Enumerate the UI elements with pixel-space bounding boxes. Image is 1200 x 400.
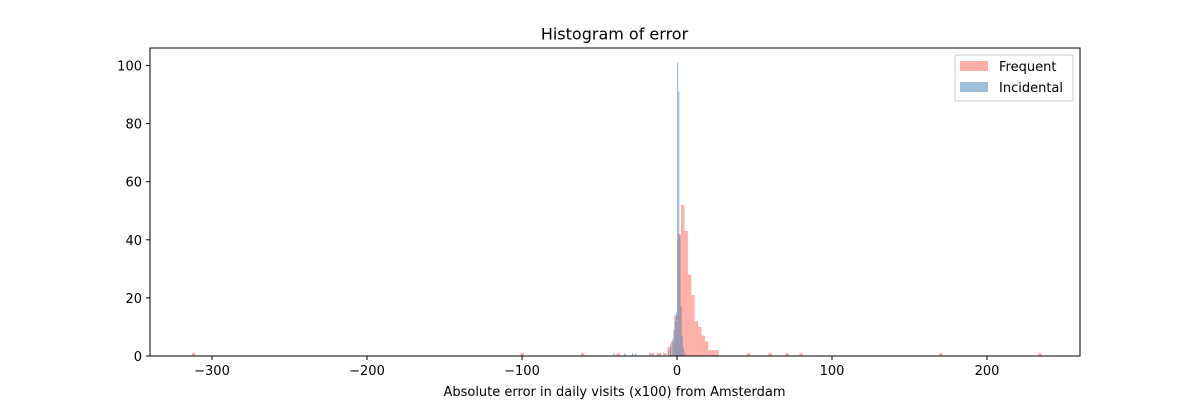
histogram-bar-frequent [684, 231, 688, 356]
x-tick-label: 100 [820, 364, 845, 379]
x-tick-label: −300 [194, 364, 230, 379]
histogram-bar-frequent [785, 353, 789, 356]
histogram-bar-frequent [520, 353, 524, 356]
histogram-bar-incidental [673, 329, 675, 356]
legend-label-incidental: Incidental [999, 81, 1063, 96]
x-tick-label: −100 [504, 364, 540, 379]
histogram-bar-incidental [624, 353, 626, 356]
histogram-bar-incidental [635, 353, 637, 356]
histogram-bar-incidental [684, 353, 686, 356]
y-tick-label: 80 [125, 118, 142, 133]
x-axis-ticks: −300 −200 −100 0 100 200 [194, 356, 999, 379]
legend-swatch-incidental [960, 82, 988, 92]
series-frequent [191, 204, 1042, 356]
histogram-bar-frequent [650, 353, 655, 356]
histogram-bar-incidental [678, 91, 680, 357]
histogram-bar-frequent [687, 274, 692, 356]
histogram-bar-frequent [681, 204, 685, 356]
histogram-bar-frequent [711, 350, 716, 356]
y-tick-label: 40 [125, 234, 142, 249]
histogram-bar-incidental [674, 321, 676, 356]
histogram-bar-incidental [672, 338, 674, 356]
bars-layer [191, 62, 1042, 357]
histogram-bar-frequent [746, 353, 751, 356]
histogram-bar-frequent [768, 353, 772, 356]
histogram-bar-incidental [680, 306, 682, 356]
histogram-bar-frequent [656, 353, 661, 356]
histogram-bar-incidental [613, 353, 615, 356]
chart-title: Histogram of error [541, 25, 689, 44]
histogram-bar-incidental [682, 347, 685, 356]
histogram-bar-frequent [616, 353, 620, 356]
histogram-bar-frequent [715, 350, 719, 356]
histogram-bar-frequent [799, 353, 803, 356]
histogram-bar-frequent [701, 335, 705, 356]
y-tick-label: 60 [125, 176, 142, 191]
histogram-bar-frequent [698, 326, 702, 356]
histogram-bar-frequent [704, 341, 709, 356]
histogram-bar-frequent [1038, 353, 1042, 356]
histogram-bar-incidental [679, 236, 681, 356]
x-tick-label: 0 [673, 364, 681, 379]
histogram-bar-frequent [708, 350, 712, 356]
histogram-bar-incidental [681, 335, 683, 356]
legend-label-frequent: Frequent [999, 60, 1056, 75]
histogram-bar-frequent [938, 353, 943, 356]
series-incidental [613, 62, 686, 357]
y-axis-ticks: 0 20 40 60 80 100 [117, 59, 150, 365]
legend-swatch-frequent [960, 61, 988, 71]
legend: Frequent Incidental [954, 54, 1074, 102]
histogram-bar-incidental [670, 344, 672, 356]
histogram-bar-incidental [675, 312, 678, 356]
histogram-bar-frequent [663, 353, 667, 356]
histogram-bar-incidental [677, 62, 679, 357]
histogram-bar-incidental [649, 353, 651, 356]
y-tick-label: 20 [125, 292, 142, 307]
x-tick-label: 200 [975, 364, 1000, 379]
histogram-bar-frequent [580, 353, 585, 356]
histogram-bar-frequent [694, 321, 699, 356]
histogram-bar-incidental [667, 350, 669, 356]
histogram-bar-frequent [191, 353, 196, 356]
histogram-bar-incidental [632, 353, 634, 356]
histogram-bar-frequent [691, 294, 695, 356]
x-axis-label: Absolute error in daily visits (x100) fr… [443, 385, 785, 400]
y-tick-label: 100 [117, 59, 142, 74]
histogram-bar-incidental [659, 353, 662, 356]
x-tick-label: −200 [349, 364, 385, 379]
histogram-bar-frequent [667, 347, 672, 356]
plot-frame [149, 47, 1081, 357]
y-tick-label: 0 [134, 350, 142, 365]
